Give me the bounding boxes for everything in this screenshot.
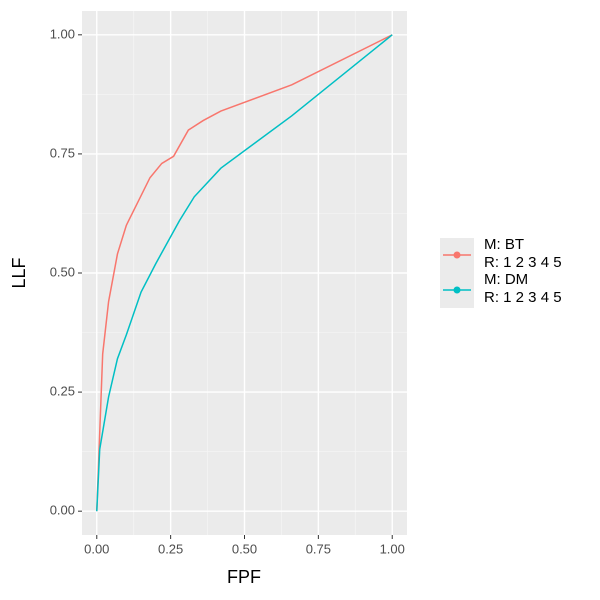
- legend-key-point: [453, 286, 461, 294]
- x-tick-label: 0.25: [158, 541, 183, 556]
- y-tick-label: 0.50: [50, 264, 75, 279]
- y-axis-title: LLF: [9, 257, 29, 288]
- legend-label: M: DM R: 1 2 3 4 5: [484, 271, 562, 306]
- series-line: [96, 34, 393, 512]
- y-tick-label: 0.25: [50, 384, 75, 399]
- y-tick-label: 0.75: [50, 145, 75, 160]
- legend-keys: [440, 238, 474, 308]
- x-tick-label: 0.75: [306, 541, 331, 556]
- y-tick-label: 1.00: [50, 26, 75, 41]
- x-tick-label: 1.00: [380, 541, 405, 556]
- y-tick-label: 0.00: [50, 503, 75, 518]
- legend-key-point: [453, 251, 461, 259]
- x-tick-label: 0.00: [84, 541, 109, 556]
- x-axis-title: FPF: [227, 567, 261, 587]
- legend-label: M: BT R: 1 2 3 4 5: [484, 236, 562, 271]
- x-tick-label: 0.50: [232, 541, 257, 556]
- series-line: [96, 34, 393, 512]
